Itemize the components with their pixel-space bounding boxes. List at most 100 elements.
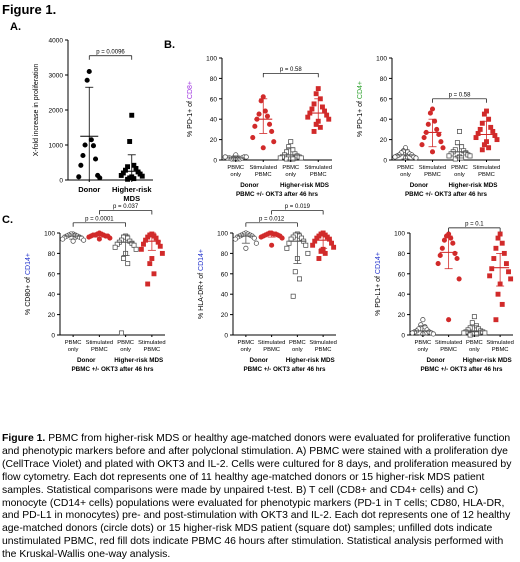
data-point	[421, 135, 427, 141]
data-point	[284, 245, 290, 251]
data-point	[322, 250, 328, 256]
p-value-label: p = 0.58	[449, 92, 472, 98]
figure-panels: A. 0 1000 2000 3000 4000 X-fold increase in pr…	[2, 21, 514, 373]
y-tick-label: 80	[398, 251, 406, 258]
x-category-label: only	[469, 347, 480, 353]
data-point	[499, 240, 505, 246]
y-tick-label: 60	[380, 96, 388, 103]
y-axis-label-part: CD14+	[25, 253, 32, 275]
data-point	[418, 322, 424, 328]
data-point	[494, 137, 500, 143]
y-axis-label: % HLA-DR+ of CD14+	[198, 249, 205, 319]
data-point	[298, 155, 304, 161]
data-point	[139, 173, 145, 179]
x-category-label: only	[230, 172, 241, 178]
data-point	[145, 281, 151, 287]
x-category-label: PBMC	[289, 340, 306, 346]
data-point	[159, 250, 165, 256]
data-point	[441, 237, 447, 243]
x-axis-label: PBMC +/- OKT3 after 46 hrs	[405, 191, 488, 198]
y-tick-label: 0	[383, 158, 387, 165]
x-category-label: PBMC	[263, 347, 280, 353]
x-category-label: PBMC	[65, 340, 82, 346]
data-point	[311, 128, 317, 134]
data-point	[151, 271, 157, 277]
x-category-label: Stimulated	[86, 340, 113, 346]
data-point	[491, 256, 497, 261]
data-point	[331, 244, 337, 250]
data-point	[456, 276, 462, 282]
data-point	[467, 153, 473, 159]
data-point	[288, 139, 294, 145]
data-point	[269, 128, 275, 134]
y-tick-label: 100	[206, 56, 217, 63]
y-tick-label: 100	[394, 231, 405, 238]
y-tick-label: 40	[398, 292, 406, 299]
y-tick-label: 100	[376, 56, 387, 63]
p-value-label: p = 0.012	[259, 216, 285, 222]
caption-label: Figure 1.	[2, 433, 46, 444]
y-tick-label: 0	[224, 333, 228, 340]
data-point	[86, 68, 92, 75]
y-axis-label: % PD-L1+ of CD14+	[375, 252, 382, 316]
data-point	[508, 276, 514, 282]
data-point	[495, 291, 501, 297]
x-category-label: Stimulated	[258, 340, 285, 346]
data-point	[271, 139, 277, 145]
data-point	[474, 331, 479, 337]
y-tick-label: 20	[48, 312, 56, 319]
data-point	[482, 330, 488, 336]
x-category-label: PBMC	[91, 347, 108, 353]
data-point	[118, 330, 124, 336]
data-point	[97, 175, 103, 181]
data-point	[392, 154, 398, 160]
data-point	[316, 256, 322, 261]
data-point	[78, 162, 84, 168]
y-tick-label: 100	[44, 231, 55, 238]
data-point	[147, 261, 153, 267]
x-category-label: Stimulated	[138, 340, 165, 346]
y-axis-label: % PD-1+ of CD4+	[357, 81, 364, 137]
panel-label: B.	[164, 39, 175, 51]
x-group-label: Donor	[240, 182, 259, 189]
x-category-label: PBMC	[415, 340, 432, 346]
x-category-label: PBMC	[282, 165, 299, 171]
x-group-label: Donor	[249, 357, 268, 364]
x-axis-label: PBMC +/- OKT3 after 46 hrs	[420, 366, 503, 373]
data-point	[305, 114, 311, 120]
data-point	[479, 120, 485, 126]
y-tick-label: 20	[221, 312, 229, 319]
data-point	[222, 154, 228, 160]
p-value-label: p = 0.1	[465, 221, 484, 227]
y-tick-label: 60	[210, 96, 218, 103]
x-category-label: PBMC	[466, 340, 483, 346]
data-point	[112, 244, 118, 250]
data-point	[82, 142, 88, 148]
x-category-label: Stimulated	[309, 340, 336, 346]
x-category-label: Stimulated	[305, 165, 332, 171]
y-tick-label: 20	[398, 312, 406, 319]
y-tick-label: 4000	[49, 38, 64, 45]
x-category-label: PBMC	[397, 165, 414, 171]
data-point	[461, 330, 467, 336]
panel-a-proliferation-chart: A. 0 1000 2000 3000 4000 X-fold increase in pr…	[10, 21, 153, 203]
p-value-label: p = 0.0001	[85, 216, 114, 222]
data-point	[232, 236, 238, 242]
y-axis-label: % CD80+ of CD14+	[25, 253, 32, 315]
x-category-label: PBMC	[144, 347, 161, 353]
x-category-label: only	[120, 347, 131, 353]
x-category-label: Higher-risk	[112, 185, 152, 194]
x-category-label: PBMC	[255, 172, 272, 178]
data-point	[413, 155, 419, 161]
data-point	[499, 301, 505, 307]
data-point	[506, 269, 511, 275]
data-point	[479, 147, 485, 153]
data-point	[256, 111, 262, 117]
data-point	[429, 149, 436, 155]
data-point	[250, 135, 256, 141]
y-tick-label: 20	[210, 137, 218, 144]
